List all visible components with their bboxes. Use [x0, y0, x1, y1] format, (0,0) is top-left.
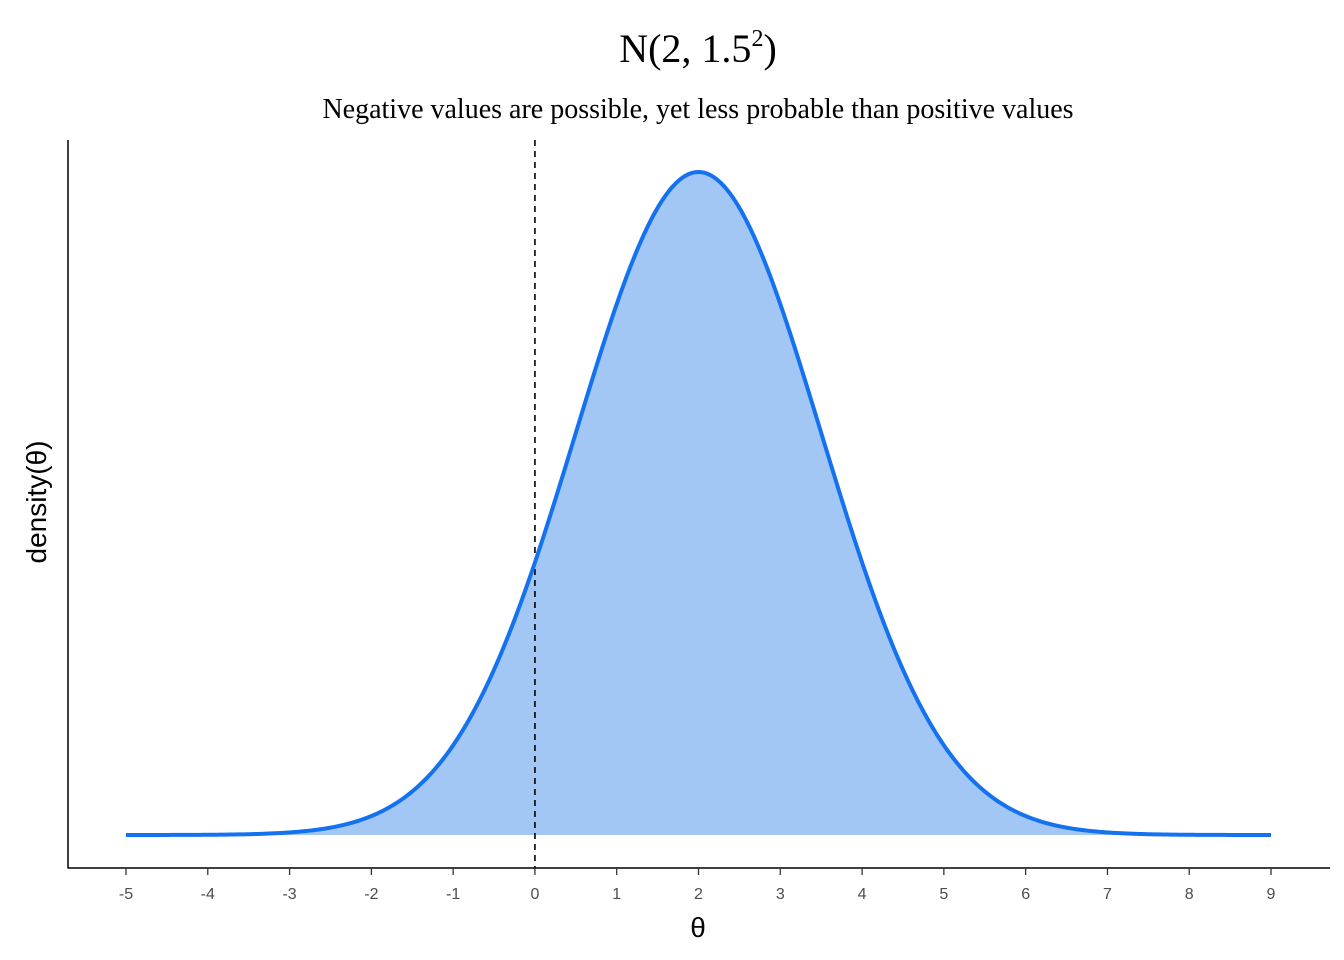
x-tick-label: 6	[1021, 886, 1030, 903]
x-tick-label: -1	[446, 886, 460, 903]
x-tick-label: 0	[530, 886, 539, 903]
x-tick-label: 1	[612, 886, 621, 903]
x-tick-label: -3	[282, 886, 296, 903]
x-tick-label: 5	[939, 886, 948, 903]
axes: -5 -4 -3 -2 -1 0 1 2 3 4 5 6 7 8 9	[67, 140, 1330, 903]
chart-title-close: )	[763, 26, 776, 71]
chart-title: N(2, 1.52)	[619, 26, 777, 71]
x-axis-label: θ	[690, 912, 706, 943]
x-tick-label: 8	[1185, 886, 1194, 903]
density-area-fill	[126, 172, 1271, 835]
x-tick-label: -4	[201, 886, 215, 903]
plot-area	[126, 140, 1271, 868]
chart-title-superscript: 2	[751, 26, 763, 52]
y-axis-label: density(θ)	[21, 441, 52, 564]
x-tick-label: 2	[694, 886, 703, 903]
x-tick-label: 4	[858, 886, 867, 903]
x-tick-label: 9	[1267, 886, 1276, 903]
chart-subtitle: Negative values are possible, yet less p…	[322, 94, 1073, 125]
density-curve	[126, 170, 1271, 837]
chart-title-main: N(2, 1.5	[619, 26, 751, 71]
x-tick-label: -2	[364, 886, 378, 903]
x-tick-label: 3	[776, 886, 785, 903]
x-tick-label: 7	[1103, 886, 1112, 903]
x-tick-label: -5	[119, 886, 133, 903]
x-axis-ticks: -5 -4 -3 -2 -1 0 1 2 3 4 5 6 7 8 9	[119, 868, 1276, 903]
